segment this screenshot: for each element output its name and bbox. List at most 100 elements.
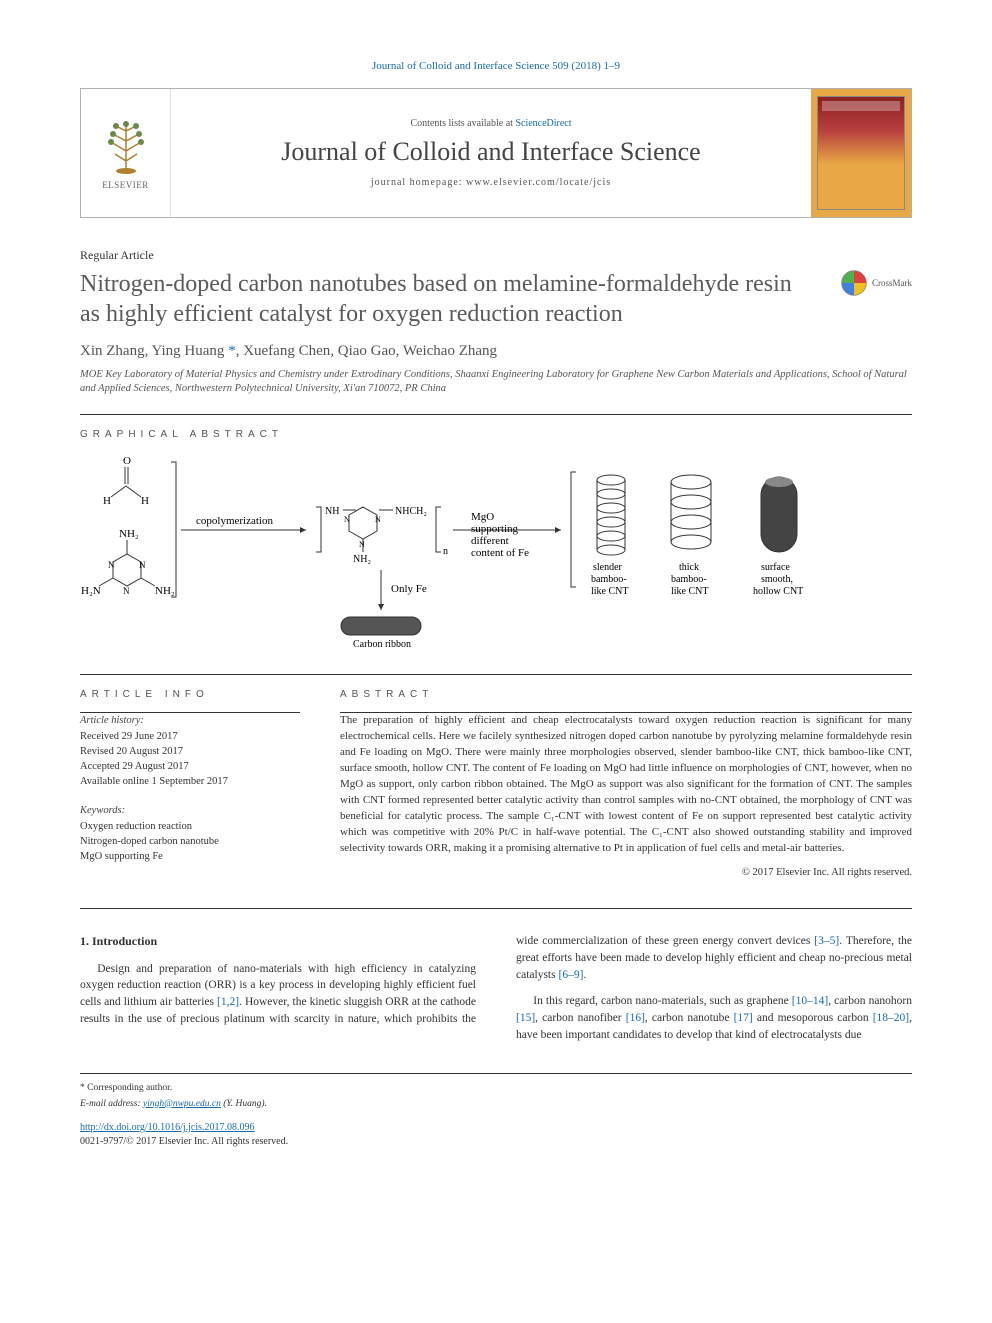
svg-text:N: N [359, 540, 365, 549]
svg-text:bamboo-: bamboo- [591, 574, 627, 585]
svg-text:N: N [123, 586, 130, 596]
keyword-3: MgO supporting Fe [80, 849, 300, 864]
svg-text:like CNT: like CNT [671, 586, 709, 597]
formaldehyde-structure: O H H [103, 455, 149, 507]
p3-text-a: In this regard, carbon nano-materials, s… [533, 995, 792, 1007]
svg-text:N: N [139, 560, 146, 570]
crossmark-icon [840, 269, 868, 297]
svg-text:H: H [141, 495, 149, 507]
footer-block: * Corresponding author. E-mail address: … [80, 1073, 912, 1149]
received-date: Received 29 June 2017 [80, 729, 300, 744]
svg-text:N: N [375, 515, 381, 524]
doi-link[interactable]: http://dx.doi.org/10.1016/j.jcis.2017.08… [80, 1122, 255, 1133]
journal-homepage: journal homepage: www.elsevier.com/locat… [371, 177, 611, 188]
svg-text:supporting: supporting [471, 523, 519, 535]
affiliation: MOE Key Laboratory of Material Physics a… [80, 368, 912, 396]
svg-text:NH₂: NH₂ [353, 554, 371, 565]
abstract-label: ABSTRACT [340, 689, 912, 700]
svg-text:N: N [108, 560, 115, 570]
contents-line: Contents lists available at ScienceDirec… [410, 118, 571, 129]
corresponding-star: * [224, 343, 235, 359]
ref-link-16[interactable]: [16] [626, 1012, 645, 1024]
corresponding-note: * Corresponding author. [80, 1082, 912, 1095]
graphical-abstract: O H H NH₂ N N N H₂N NH₂ copolymerization [80, 452, 912, 656]
ref-link-3-5[interactable]: [3–5] [814, 935, 839, 947]
graphical-abstract-svg: O H H NH₂ N N N H₂N NH₂ copolymerization [80, 452, 912, 652]
issn-line: 0021-9797/© 2017 Elsevier Inc. All right… [80, 1135, 912, 1149]
svg-text:O: O [123, 455, 131, 467]
author-list: Xin Zhang, Ying Huang [80, 343, 224, 359]
p3-text-e: and mesoporous carbon [753, 1012, 873, 1024]
svg-text:NH₂: NH₂ [119, 528, 139, 540]
article-info-column: ARTICLE INFO Article history: Received 2… [80, 675, 300, 878]
polymer-structure: NH N N N NH₂ NHCH₂ n [316, 506, 448, 565]
publisher-label: ELSEVIER [102, 180, 149, 190]
svg-text:content of Fe: content of Fe [471, 547, 529, 559]
slender-cnt: slender bamboo- like CNT [591, 475, 629, 597]
authors: Xin Zhang, Ying Huang *, Xuefang Chen, Q… [80, 343, 912, 360]
cover-thumbnail-block [811, 89, 911, 217]
keyword-1: Oxygen reduction reaction [80, 819, 300, 834]
ref-link-1-2[interactable]: [1,2] [217, 996, 239, 1008]
svg-text:NHCH₂: NHCH₂ [395, 506, 427, 517]
sciencedirect-link[interactable]: ScienceDirect [515, 118, 571, 129]
journal-cover-thumb [817, 96, 905, 210]
accepted-date: Accepted 29 August 2017 [80, 759, 300, 774]
author-list-rest: , Xuefang Chen, Qiao Gao, Weichao Zhang [236, 343, 497, 359]
svg-text:hollow CNT: hollow CNT [753, 586, 803, 597]
ref-link-6-9[interactable]: [6–9] [558, 969, 583, 981]
journal-name: Journal of Colloid and Interface Science [281, 137, 700, 167]
svg-text:thick: thick [679, 562, 699, 573]
email-name: (Y. Huang). [221, 1099, 267, 1109]
rule-3 [80, 908, 912, 909]
crossmark-badge[interactable]: CrossMark [840, 269, 912, 297]
svg-text:H: H [103, 495, 111, 507]
svg-text:Only Fe: Only Fe [391, 583, 427, 595]
ref-link-10-14[interactable]: [10–14] [792, 995, 828, 1007]
p3-text-b: , carbon nanohorn [828, 995, 912, 1007]
svg-text:NH₂: NH₂ [155, 585, 175, 597]
article-info-label: ARTICLE INFO [80, 689, 300, 700]
svg-text:like CNT: like CNT [591, 586, 629, 597]
article-history: Article history: Received 29 June 2017 R… [80, 713, 300, 789]
svg-text:surface: surface [761, 562, 790, 573]
keywords: Keywords: Oxygen reduction reaction Nitr… [80, 803, 300, 864]
intro-para-2: In this regard, carbon nano-materials, s… [516, 993, 912, 1043]
history-heading: Article history: [80, 713, 300, 728]
svg-text:Carbon ribbon: Carbon ribbon [353, 639, 411, 650]
svg-text:different: different [471, 535, 509, 547]
p3-text-c: , carbon nanofiber [535, 1012, 626, 1024]
thick-cnt: thick bamboo- like CNT [671, 475, 711, 597]
svg-text:MgO: MgO [471, 511, 494, 523]
masthead: ELSEVIER Contents lists available at Sci… [80, 88, 912, 218]
p3-text-d: , carbon nanotube [645, 1012, 734, 1024]
abstract-text: The preparation of highly efficient and … [340, 713, 912, 856]
svg-text:n: n [443, 546, 448, 557]
ref-link-18-20[interactable]: [18–20] [873, 1012, 909, 1024]
info-abstract-row: ARTICLE INFO Article history: Received 2… [80, 675, 912, 878]
graphical-abstract-label: GRAPHICAL ABSTRACT [80, 429, 912, 440]
email-link[interactable]: yingh@nwpu.edu.cn [143, 1099, 221, 1109]
p2-text-c: . [583, 969, 586, 981]
keywords-heading: Keywords: [80, 803, 300, 818]
article-title: Nitrogen-doped carbon nanotubes based on… [80, 269, 840, 329]
email-label: E-mail address: [80, 1099, 143, 1109]
svg-text:N: N [344, 515, 350, 524]
smooth-cnt: surface smooth, hollow CNT [753, 477, 803, 597]
contents-prefix: Contents lists available at [410, 118, 515, 129]
title-row: Nitrogen-doped carbon nanotubes based on… [80, 269, 912, 329]
online-date: Available online 1 September 2017 [80, 774, 300, 789]
rule-1 [80, 414, 912, 415]
ref-link-15[interactable]: [15] [516, 1012, 535, 1024]
running-header: Journal of Colloid and Interface Science… [80, 60, 912, 72]
keyword-2: Nitrogen-doped carbon nanotube [80, 834, 300, 849]
masthead-center: Contents lists available at ScienceDirec… [171, 89, 811, 217]
melamine-structure: NH₂ N N N H₂N NH₂ [81, 528, 175, 597]
body-columns: 1. Introduction Design and preparation o… [80, 933, 912, 1043]
page-container: Journal of Colloid and Interface Science… [0, 0, 992, 1189]
ref-link-17[interactable]: [17] [734, 1012, 753, 1024]
svg-text:smooth,: smooth, [761, 574, 793, 585]
crossmark-label: CrossMark [872, 278, 912, 288]
abstract-column: ABSTRACT The preparation of highly effic… [340, 675, 912, 878]
svg-text:NH: NH [325, 506, 339, 517]
